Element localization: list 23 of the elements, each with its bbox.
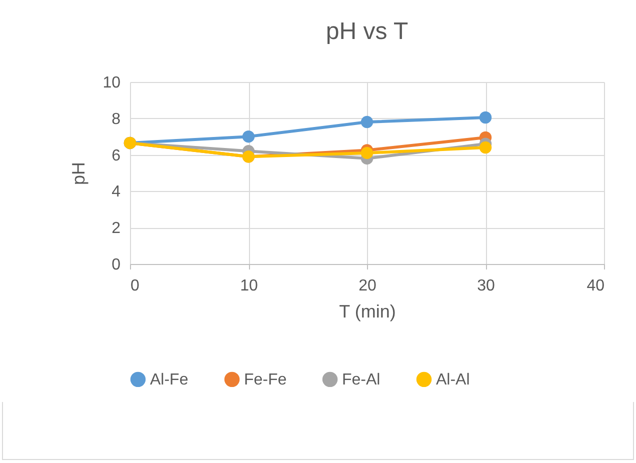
y-tick-label: 8: [112, 110, 121, 128]
x-tick-label: 10: [240, 278, 258, 294]
point: [360, 116, 374, 128]
x-axis-title: T (min): [339, 302, 396, 322]
legend-label: Al-Al: [436, 371, 470, 388]
legend-label: Fe-Al: [342, 371, 380, 388]
y-tick-label: 2: [112, 220, 121, 238]
y-tick-label: 6: [112, 147, 121, 164]
x-tick-label: 40: [586, 278, 605, 294]
y-tick-label: 4: [112, 184, 121, 201]
point: [242, 130, 255, 143]
chart-title: pH vs T: [326, 18, 408, 45]
point: [479, 111, 492, 124]
x-tick-label: 20: [358, 278, 376, 294]
point: [360, 146, 374, 160]
legend-label: Al-Fe: [150, 371, 188, 388]
x-tick-label: 0: [130, 278, 140, 294]
point: [479, 141, 492, 154]
legend-label: Fe-Fe: [244, 371, 287, 388]
x-tick-label: 30: [477, 278, 495, 294]
y-tick-label: 0: [112, 256, 121, 274]
y-axis-title: pH: [68, 162, 89, 186]
y-tick-label: 10: [102, 74, 121, 92]
